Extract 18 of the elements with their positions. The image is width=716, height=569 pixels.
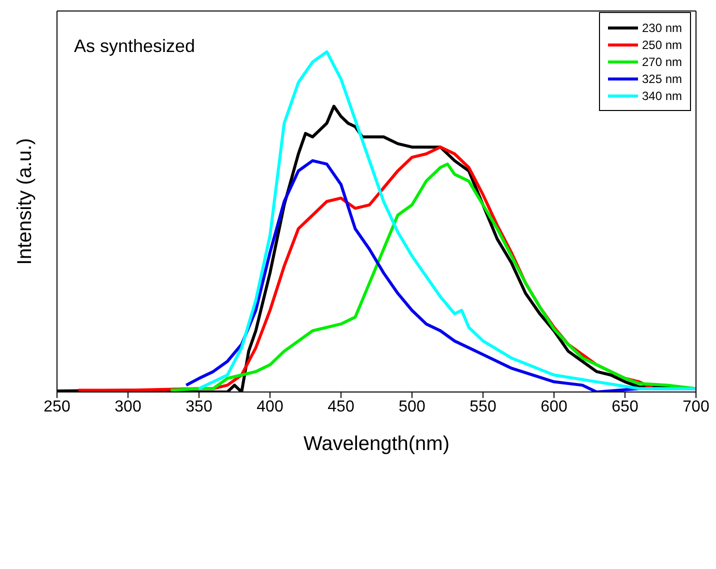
x-tick-label: 450	[328, 398, 354, 416]
annotation: As synthesized	[74, 36, 196, 57]
legend-label: 340 nm	[642, 88, 682, 102]
legend-label: 270 nm	[642, 54, 682, 68]
x-tick-label: 650	[612, 398, 638, 416]
x-tick-label: 700	[682, 398, 710, 416]
x-tick-label: 600	[540, 398, 568, 416]
x-axis-title: Wavelength(nm)	[304, 433, 450, 455]
x-tick-label: 400	[256, 398, 284, 416]
y-axis-title: Intensity (a.u.)	[14, 138, 36, 265]
legend-label: 325 nm	[642, 72, 682, 86]
x-tick-label: 500	[398, 398, 426, 416]
legend-label: 250 nm	[642, 38, 682, 52]
legend-label: 230 nm	[642, 20, 682, 34]
x-tick-label: 350	[186, 398, 212, 416]
x-tick-label: 250	[44, 398, 70, 416]
x-tick-label: 300	[114, 398, 142, 416]
x-tick-label: 550	[470, 398, 496, 416]
